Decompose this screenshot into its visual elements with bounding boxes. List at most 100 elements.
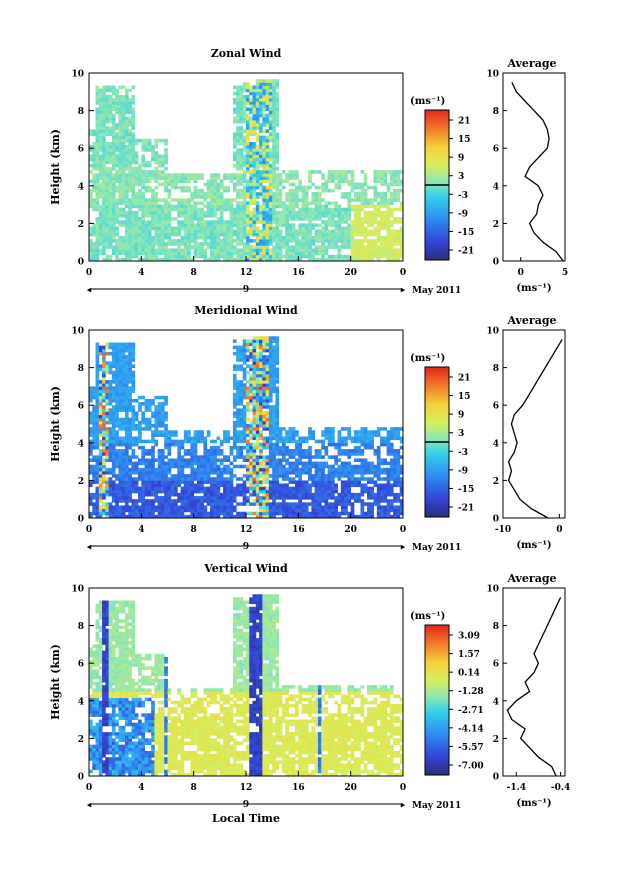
heatmap-cell [180, 445, 185, 450]
heatmap-cell [128, 104, 132, 108]
heatmap-cell [111, 420, 116, 425]
heatmap-cell [98, 430, 103, 434]
heatmap-cell [124, 148, 129, 152]
heatmap-cell [115, 132, 119, 137]
heatmap-cell [98, 192, 103, 196]
heatmap-cell [255, 179, 260, 184]
heatmap-cell [108, 167, 113, 171]
heatmap-cell [252, 392, 257, 397]
heatmap-cell [141, 245, 145, 249]
heatmap-cell [147, 464, 152, 469]
heatmap-cell [246, 141, 250, 146]
heatmap-cell [262, 364, 267, 368]
heatmap-cell [121, 395, 126, 400]
heatmap-cell [190, 477, 195, 481]
heatmap-cell [92, 392, 96, 397]
heatmap-cell [121, 361, 126, 365]
heatmap-cell [108, 370, 113, 375]
heatmap-cell [180, 455, 185, 459]
heatmap-cell [151, 483, 155, 488]
heatmap-cell [89, 392, 93, 397]
heatmap-cell [115, 88, 119, 93]
heatmap-cell [121, 436, 126, 441]
heatmap-cell [252, 386, 257, 390]
heatmap-cell [236, 129, 240, 133]
heatmap-cell [193, 214, 198, 218]
heatmap-cell [206, 220, 211, 224]
heatmap-cell [278, 182, 283, 187]
heatmap-cell [236, 204, 240, 209]
heatmap-cell [255, 132, 260, 137]
heatmap-cell [141, 445, 145, 450]
heatmap-cell [147, 471, 152, 475]
heatmap-cell [255, 336, 260, 340]
heatmap-cell [141, 502, 145, 506]
heatmap-cell [131, 461, 136, 466]
heatmap-cell [118, 210, 123, 215]
heatmap-cell [151, 461, 155, 466]
heatmap-cell [272, 151, 276, 155]
heatmap-cell [95, 458, 100, 462]
heatmap-cell [147, 210, 152, 215]
heatmap-cell [262, 204, 267, 209]
heatmap-cell [249, 223, 253, 227]
heatmap-cell [102, 348, 106, 353]
heatmap-cell [291, 192, 296, 196]
heatmap-cell [196, 176, 201, 180]
heatmap-cell [131, 148, 136, 152]
heatmap-cell [265, 179, 270, 184]
heatmap-cell [187, 514, 191, 519]
heatmap-cell [242, 242, 247, 246]
heatmap-cell [92, 254, 96, 259]
heatmap-cell [115, 364, 119, 368]
heatmap-cell [252, 101, 257, 105]
heatmap-cell [141, 420, 145, 425]
heatmap-cell [213, 226, 217, 231]
heatmap-cell [272, 170, 276, 174]
heatmap-cell [347, 235, 352, 240]
heatmap-cell [102, 173, 106, 177]
heatmap-cell [147, 220, 152, 224]
heatmap-cell [265, 439, 270, 444]
heatmap-cell [118, 458, 123, 462]
heatmap-cell [89, 242, 93, 246]
heatmap-cell [370, 217, 374, 221]
heatmap-cell [399, 248, 404, 252]
average-y-tick-label: 8 [493, 107, 499, 117]
heatmap-cell [288, 192, 293, 196]
heatmap-cell [92, 182, 96, 187]
heatmap-cell [128, 348, 132, 353]
heatmap-cell [95, 207, 100, 212]
heatmap-cell [131, 170, 136, 174]
heatmap-cell [118, 148, 123, 152]
heatmap-cell [246, 135, 250, 140]
heatmap-cell [268, 157, 273, 162]
heatmap-cell [265, 367, 270, 372]
heatmap-cell [203, 251, 208, 256]
heatmap-cell [89, 257, 93, 262]
heatmap-cell [275, 254, 280, 259]
heatmap-cell [89, 480, 93, 484]
heatmap-cell [232, 383, 237, 387]
heatmap-cell [232, 424, 237, 428]
heatmap-cell [111, 508, 116, 513]
heatmap-cell [124, 94, 129, 99]
heatmap-cell [226, 220, 231, 224]
heatmap-cell [268, 417, 273, 422]
heatmap-cell [380, 198, 384, 202]
heatmap-cell [131, 135, 136, 140]
heatmap-cell [108, 480, 113, 484]
heatmap-cell [134, 514, 139, 519]
heatmap-cell [255, 101, 260, 105]
heatmap-cell [111, 389, 116, 394]
heatmap-cell [89, 198, 93, 202]
heatmap-cell [324, 179, 329, 184]
heatmap-cell [190, 449, 195, 453]
heatmap-cell [111, 217, 116, 221]
heatmap-cell [255, 210, 260, 215]
heatmap-cell [147, 188, 152, 193]
heatmap-cell [353, 182, 358, 187]
heatmap-cell [389, 239, 394, 243]
heatmap-cell [144, 245, 149, 249]
